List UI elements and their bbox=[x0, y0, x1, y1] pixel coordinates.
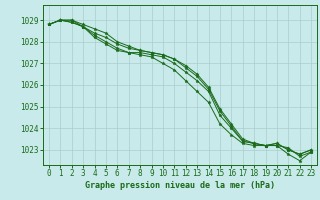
X-axis label: Graphe pression niveau de la mer (hPa): Graphe pression niveau de la mer (hPa) bbox=[85, 181, 275, 190]
